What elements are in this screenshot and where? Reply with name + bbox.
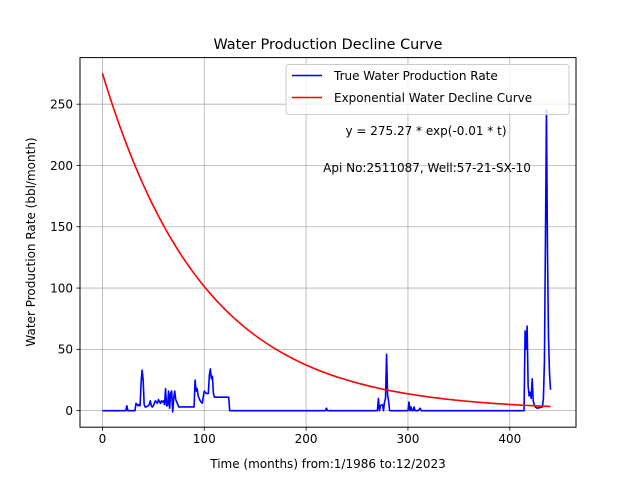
y-axis-ticks: 0 50 100 150 200 250 [50,97,80,418]
well-annotation: Api No:2511087, Well:57-21-SX-10 [323,161,531,175]
y-tick-label: 200 [50,159,73,173]
x-tick-label: 0 [99,432,107,446]
x-tick-label: 100 [193,432,216,446]
x-axis-label: Time (months) from:1/1986 to:12/2023 [209,457,446,471]
equation-annotation: y = 275.27 * exp(-0.01 * t) [345,124,506,138]
exp-decline-line [101,72,551,408]
legend: True Water Production Rate Exponential W… [285,64,570,115]
y-tick-label: 150 [50,220,73,234]
y-tick-label: 100 [50,281,73,295]
y-tick-label: 50 [58,343,73,357]
x-axis-ticks: 0 100 200 300 400 [99,427,521,446]
y-tick-label: 250 [50,97,73,111]
x-tick-label: 300 [396,432,419,446]
chart-title: Water Production Decline Curve [213,37,442,53]
legend-box [285,64,570,115]
legend-label-exp-curve: Exponential Water Decline Curve [334,91,532,105]
x-tick-label: 400 [498,432,521,446]
plot-frame [79,57,577,428]
legend-label-true-rate: True Water Production Rate [333,69,498,83]
series-group [101,72,552,413]
y-axis-label: Water Production Rate (bbl/month) [24,137,38,346]
y-tick-label: 0 [65,404,73,418]
true-rate-line [102,109,552,413]
x-tick-label: 200 [295,432,318,446]
